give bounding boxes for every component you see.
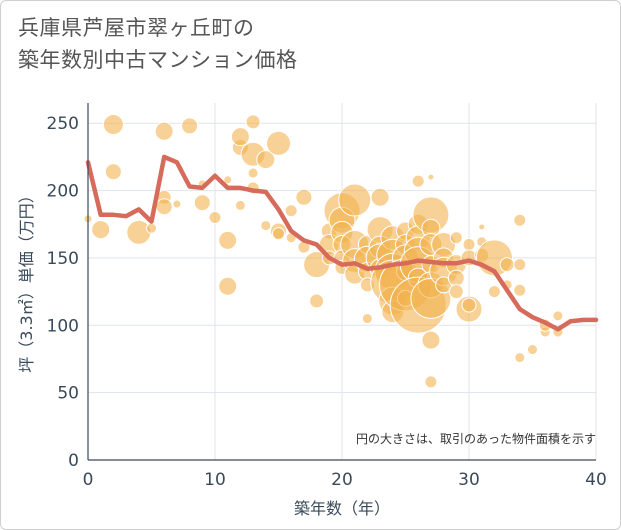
x-tick-label: 30 — [458, 470, 480, 490]
bubble-point — [284, 204, 298, 218]
chart-title-line-1: 兵庫県芦屋市翠ヶ丘町の — [18, 16, 255, 40]
average-line-layer — [85, 154, 599, 332]
bubble-layer — [83, 114, 564, 389]
bubble-point — [218, 276, 238, 296]
bubble-point — [370, 187, 390, 207]
bubble-point — [421, 330, 441, 350]
bubble-point — [552, 310, 564, 322]
bubble-point — [230, 127, 250, 147]
bubble-point — [478, 223, 486, 231]
bubble-point — [218, 230, 238, 250]
bubble-point — [102, 114, 124, 136]
bubble-point — [154, 121, 174, 141]
y-axis-label: 坪（3.3㎡）単価（万円） — [17, 187, 36, 372]
bubble-point — [513, 283, 527, 297]
bubble-point — [449, 231, 463, 245]
bubble-point — [527, 344, 538, 356]
x-tick-label: 20 — [331, 470, 353, 490]
bubble-point — [260, 220, 272, 232]
bubble-point — [146, 222, 157, 234]
bubble-point — [361, 313, 373, 325]
bubble-size-note: 円の大きさは、取引のあった物件面積を示す — [356, 431, 596, 446]
bubble-point — [427, 173, 435, 181]
y-tick-label: 200 — [47, 182, 79, 202]
bubble-point — [181, 117, 199, 135]
axes — [87, 103, 596, 461]
bubble-point — [126, 219, 152, 245]
average-price-line — [85, 154, 599, 332]
bubble-point — [424, 375, 438, 389]
bubble-point — [272, 227, 285, 241]
bubble-point — [338, 183, 372, 217]
bubble-point — [447, 269, 465, 287]
tick-labels: 0 50 100 150 200 250 0 10 20 30 40 — [47, 114, 607, 490]
bubble-point — [172, 199, 182, 209]
bubble-point — [295, 188, 313, 206]
y-tick-label: 50 — [57, 384, 79, 404]
y-tick-label: 250 — [47, 114, 79, 134]
x-tick-label: 0 — [83, 470, 94, 490]
bubble-point — [411, 174, 425, 188]
bubble-point — [448, 284, 464, 300]
bubble-point — [487, 285, 501, 299]
y-tick-label: 100 — [47, 316, 79, 336]
bubble-point — [309, 293, 325, 309]
bubble-point — [104, 163, 122, 181]
x-axis-label: 築年数（年） — [294, 499, 390, 518]
bubble-point — [266, 130, 291, 156]
x-tick-label: 10 — [204, 470, 226, 490]
x-tick-label: 40 — [585, 470, 607, 490]
chart-title-line-2: 築年数別中古マンション価格 — [18, 48, 298, 72]
bubble-point — [91, 220, 111, 240]
bubble-point — [245, 114, 261, 130]
bubble-point — [208, 211, 222, 225]
bubble-point — [193, 194, 211, 212]
chart-title: 兵庫県芦屋市翠ヶ丘町の 築年数別中古マンション価格 — [18, 12, 598, 76]
y-tick-label: 150 — [47, 249, 79, 269]
y-tick-label: 0 — [68, 451, 79, 471]
bubble-point — [256, 150, 276, 170]
bubble-point — [223, 175, 233, 185]
bubble-point — [155, 198, 173, 216]
bubble-point — [247, 167, 259, 179]
bubble-point — [234, 199, 246, 211]
bubble-point — [499, 257, 515, 273]
bubble-point — [461, 297, 477, 313]
bubble-point — [513, 213, 527, 227]
bubble-point — [513, 258, 527, 272]
bubble-point — [462, 237, 476, 251]
bubble-point — [514, 352, 526, 364]
